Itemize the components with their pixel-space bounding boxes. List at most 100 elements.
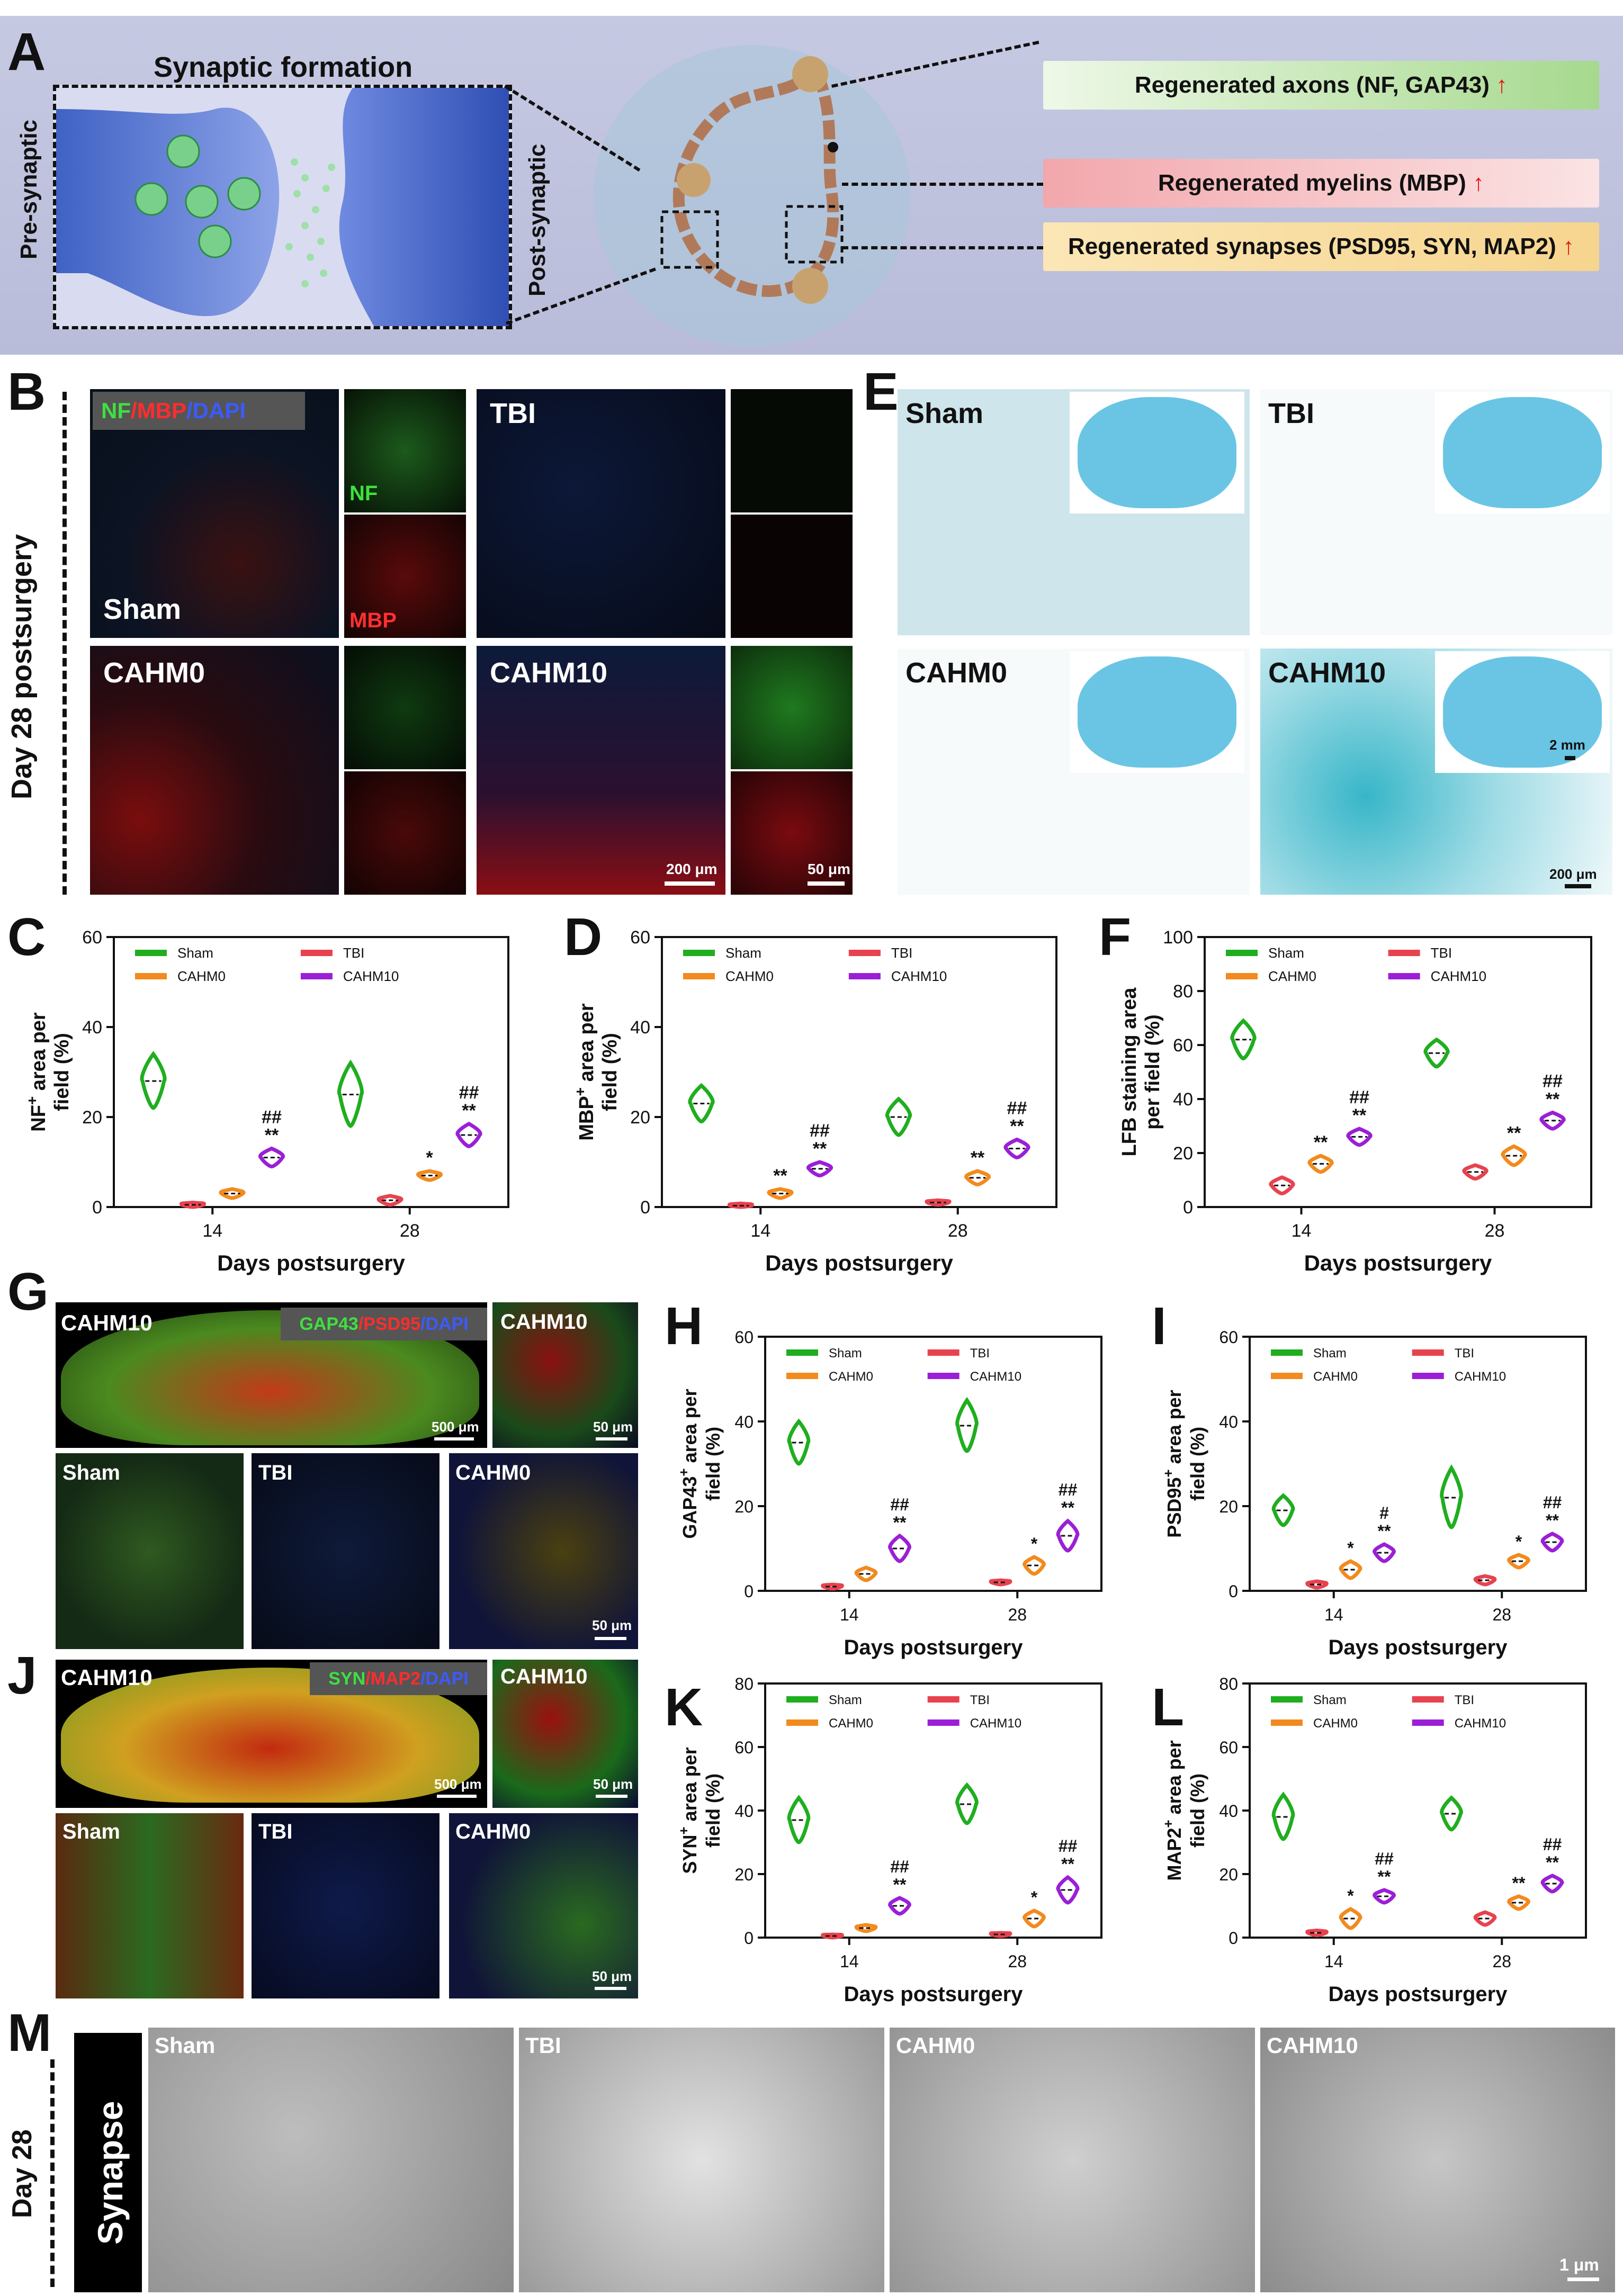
significance-mark: ## [459,1083,479,1103]
violin-tbi [989,1931,1012,1938]
violin-sham [885,1096,912,1137]
violin-cahm0 [1501,1144,1527,1167]
significance-mark: * [1347,1886,1354,1905]
post-synaptic-label: Post-synaptic [524,143,550,296]
g-inset-scale-bar [596,1437,627,1440]
g-bottom-scale-bar [595,1637,626,1640]
e-cahm0-label: CAHM0 [905,657,1008,689]
g-stain-legend: GAP43/PSD95/DAPI [281,1308,487,1340]
stain-map2: /MAP2 [365,1668,421,1689]
violin-cahm10 [1346,1127,1373,1147]
chart-d: 0 20 40 60 14 28 Days postsurgery MBP+ area per… [572,928,1057,1275]
panel-label-g: G [7,1262,49,1321]
violin-cahm0 [1339,1906,1362,1930]
y-tick-label: 40 [1173,1090,1193,1110]
g-cahm10-inset [492,1302,638,1448]
violin-sham [140,1051,167,1110]
violin-cahm0 [854,1565,878,1582]
x-tick-label: 28 [1008,1952,1027,1971]
x-axis-label: Days postsurgery [1329,1636,1508,1659]
y-axis-label-line2: field (%) [702,1427,724,1501]
j-sham-image [56,1813,244,1998]
x-tick-label: 14 [750,1221,770,1241]
violin-cahm10 [806,1160,833,1178]
violin-sham [955,1397,979,1453]
m-sham-label: Sham [155,2033,216,2058]
significance-mark: ** [1546,1090,1560,1110]
violin-cahm10 [888,1896,911,1916]
m-cahm10-label: CAHM10 [1267,2033,1358,2058]
significance-mark: ## [890,1857,909,1876]
b-scale-bar-small [808,881,845,886]
violin-tbi [821,1932,844,1940]
regenerated-myelins-label: Regenerated myelins (MBP) [1158,170,1466,196]
b-cahm0-image [90,646,339,895]
stain-psd95: /PSD95 [358,1313,420,1334]
significance-mark: ## [1543,1493,1562,1512]
legend-label: CAHM10 [1431,968,1486,984]
y-tick-label: 20 [1219,1497,1238,1516]
violin-cahm10 [1540,1874,1564,1894]
violin-sham [1271,1791,1295,1841]
panel-label-d: D [564,907,603,967]
panel-m-synapse-label: Synapse [91,2101,130,2245]
violin-tbi [728,1201,754,1209]
legend-label: Sham [177,945,213,961]
y-tick-label: 20 [734,1497,754,1516]
y-tick-label: 20 [82,1108,102,1128]
j-top-label: CAHM10 [61,1665,153,1690]
m-sham-image [148,2028,514,2292]
j-tbi-image [252,1813,440,1998]
chart-h: 0 20 40 60 14 28 Days postsurgery GAP43+ area p… [676,1328,1102,1659]
legend-label: CAHM10 [343,968,399,984]
legend-label: CAHM0 [829,1370,873,1384]
j-inset-scale-label: 50 μm [593,1776,633,1792]
panel-label-h: H [665,1296,703,1356]
violin-tbi [1305,1579,1329,1590]
violin-cahm10 [1373,1542,1396,1563]
legend-label: CAHM10 [1455,1370,1506,1384]
y-axis-label: LFB staining area [1118,987,1141,1157]
violin-cahm0 [964,1169,991,1187]
postsynaptic-terminal [339,88,509,326]
b-sham-inset-nf-label: NF [349,482,378,505]
violin-sham [337,1059,364,1128]
violin-tbi [180,1200,206,1209]
violin-tbi [1462,1163,1489,1181]
legend-label: CAHM0 [1313,1716,1358,1731]
violin-sham [1271,1493,1295,1527]
x-axis-label: Days postsurgery [844,1983,1024,2006]
violin-cahm10 [888,1533,911,1563]
significance-mark: * [1516,1532,1522,1551]
y-tick-label: 60 [630,928,650,948]
violin-cahm10 [1056,1875,1080,1905]
x-tick-label: 14 [1324,1605,1343,1624]
violin-sham [955,1782,979,1825]
j-inset-label: CAHM10 [500,1665,588,1688]
x-tick-label: 14 [1324,1952,1343,1971]
significance-mark: ## [1349,1087,1369,1108]
j-scale-label-big: 500 μm [434,1776,482,1792]
legend-label: CAHM10 [891,968,947,984]
g-cahm0-label: CAHM0 [455,1461,531,1484]
y-tick-label: 40 [1219,1802,1238,1821]
j-cahm0-image [449,1813,638,1998]
neurotransmitters [285,158,335,287]
regenerated-axons-label: Regenerated axons (NF, GAP43) [1134,72,1490,98]
stain-gap43: GAP43 [299,1313,358,1334]
y-tick-label: 100 [1163,928,1193,948]
neuron-network-illustration [588,37,916,349]
violin-tbi [1473,1910,1497,1927]
x-tick-label: 14 [1292,1221,1312,1241]
y-tick-label: 0 [1229,1582,1238,1601]
y-tick-label: 0 [1229,1929,1238,1948]
chart-f: 0 20 40 60 80 100 14 28 Days postsurgery LFB stai… [1118,928,1592,1275]
y-tick-label: 60 [734,1328,754,1347]
violin-tbi [925,1198,952,1207]
legend-label: TBI [891,945,912,961]
violin-tbi [1269,1175,1295,1196]
b-sham-label: Sham [103,593,182,625]
up-arrow-icon: ↑ [1563,233,1575,259]
y-axis-label: MBP+ area per [572,1003,598,1140]
violin-cahm10 [1540,1532,1564,1553]
